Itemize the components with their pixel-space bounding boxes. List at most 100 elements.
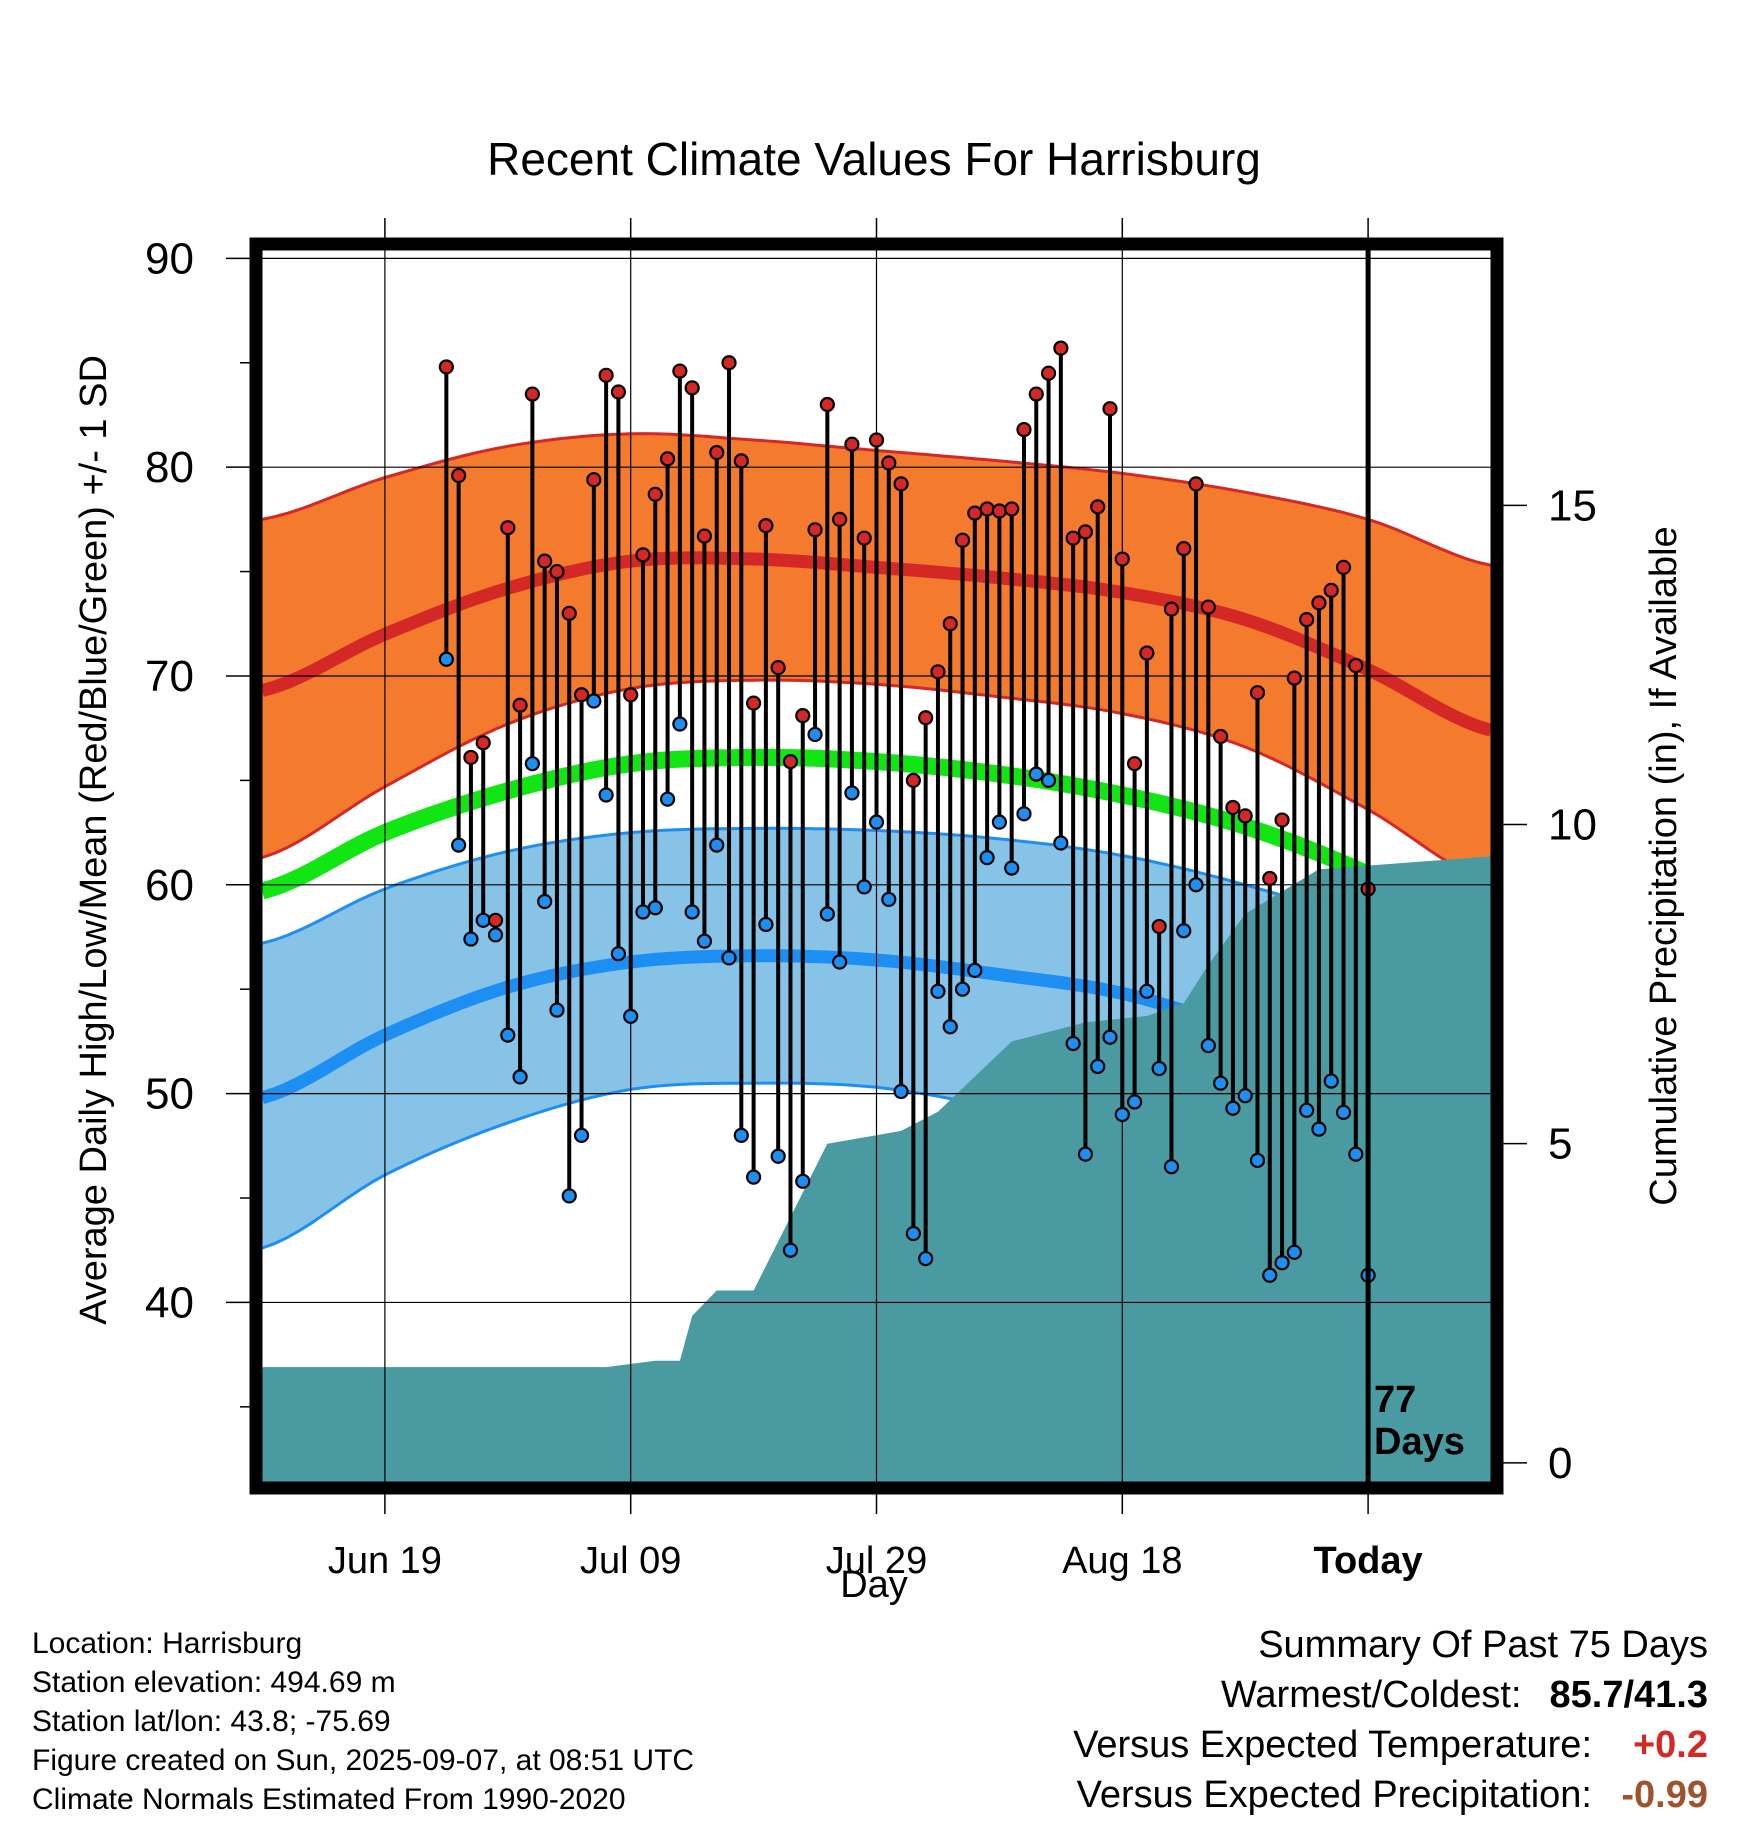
daily-low-point (881, 891, 897, 908)
daily-high-point (918, 710, 934, 726)
daily-low-point (1335, 1104, 1352, 1121)
precip-anomaly-label: Versus Expected Precipitation: (1076, 1774, 1592, 1816)
daily-low-point (819, 906, 835, 922)
daily-high-point (1286, 670, 1302, 686)
daily-high-point (1163, 601, 1180, 617)
y-tick-label: 60 (145, 861, 194, 910)
daily-high-point (930, 664, 946, 680)
daily-high-point (782, 753, 799, 770)
warm-cold-value: 85.7/41.3 (1549, 1674, 1708, 1716)
daily-high-point (844, 436, 860, 452)
daily-low-point (844, 785, 860, 801)
daily-low-point (1262, 1267, 1278, 1283)
daily-low-point (1213, 1075, 1229, 1091)
daily-high-point (1213, 728, 1229, 745)
daily-low-point (1151, 1060, 1167, 1077)
y-tick-label: 90 (145, 234, 194, 283)
daily-high-point (856, 530, 872, 546)
daily-low-point (672, 716, 688, 732)
summary-title: Summary Of Past 75 Days (1258, 1624, 1708, 1666)
daily-low-point (1237, 1088, 1253, 1104)
daily-high-point (475, 735, 491, 751)
daily-high-point (893, 476, 909, 492)
elevation-text: Station elevation: 494.69 m (32, 1666, 396, 1699)
daily-low-point (512, 1069, 528, 1085)
daily-low-point (709, 837, 725, 853)
y-tick-label: 50 (145, 1070, 194, 1119)
daily-low-point (1016, 806, 1032, 822)
daily-low-point (451, 837, 467, 853)
daily-low-point (1065, 1035, 1081, 1052)
daily-low-point (991, 814, 1008, 830)
daily-high-point (635, 547, 651, 563)
climate-chart: Recent Climate Values For Harrisburg 77 … (73, 133, 1685, 1606)
daily-high-point (1004, 501, 1020, 517)
days-count-label: 77 (1374, 1379, 1416, 1421)
daily-high-point (549, 563, 565, 580)
daily-low-point (721, 950, 737, 966)
daily-high-point (610, 384, 627, 400)
daily-high-point (819, 396, 835, 413)
x-tick-label: Jul 09 (580, 1540, 681, 1582)
daily-high-point (1126, 756, 1143, 772)
daily-low-point (1323, 1073, 1339, 1089)
daily-high-point (1040, 365, 1057, 381)
temp-anomaly-value: +0.2 (1632, 1724, 1708, 1766)
daily-high-point (1299, 611, 1315, 628)
daily-low-point (598, 787, 614, 803)
daily-low-point (807, 726, 823, 743)
daily-low-point (623, 1008, 639, 1024)
daily-high-point (684, 380, 700, 396)
daily-low-point (1139, 983, 1155, 999)
daily-high-point (868, 432, 885, 448)
y2-axis-label: Cumulative Precipitation (in), If Availa… (1643, 526, 1685, 1205)
daily-high-point (598, 367, 614, 383)
daily-low-point (1040, 772, 1057, 788)
daily-high-point (623, 687, 639, 703)
daily-low-point (967, 962, 983, 979)
daily-low-point (832, 954, 848, 970)
daily-low-point (893, 1083, 909, 1100)
x-tick-label: Aug 18 (1062, 1540, 1182, 1582)
temp-anomaly-row: Versus Expected Temperature: +0.2 (1073, 1720, 1708, 1770)
daily-high-point (1200, 599, 1216, 615)
daily-low-point (1249, 1152, 1266, 1169)
y-axis-right: 0 5 10 15 (1503, 481, 1597, 1488)
daily-low-point (782, 1242, 799, 1258)
daily-high-point (1176, 541, 1192, 557)
daily-low-point (610, 946, 627, 962)
daily-low-point (1188, 877, 1204, 893)
daily-low-point (524, 756, 540, 772)
y2-tick-label: 0 (1548, 1439, 1572, 1488)
created-text: Figure created on Sun, 2025-09-07, at 08… (32, 1744, 695, 1777)
location-text: Location: Harrisburg (32, 1627, 303, 1660)
daily-low-point (733, 1127, 749, 1143)
daily-low-point (954, 981, 971, 997)
daily-low-point (1200, 1037, 1216, 1054)
summary-panel: Summary Of Past 75 Days Warmest/Coldest:… (1073, 1620, 1708, 1820)
y-tick-label: 40 (145, 1278, 194, 1327)
daily-high-point (881, 455, 897, 471)
daily-high-point (733, 453, 749, 469)
daily-high-point (659, 451, 676, 467)
daily-high-point (991, 503, 1008, 519)
daily-high-point (647, 486, 663, 502)
chart-title: Recent Climate Values For Harrisburg (487, 133, 1261, 185)
daily-low-point (1286, 1244, 1302, 1260)
daily-high-point (758, 518, 774, 534)
temp-anomaly-label: Versus Expected Temperature: (1073, 1724, 1592, 1766)
precip-anomaly-value: -0.99 (1621, 1774, 1708, 1816)
daily-high-point (832, 511, 848, 527)
x-tick-label: Jul 29 (826, 1540, 927, 1582)
daily-low-point (979, 850, 995, 866)
daily-low-point (905, 1225, 921, 1242)
daily-low-point (1102, 1029, 1118, 1045)
daily-high-point (954, 532, 971, 548)
daily-low-point (647, 900, 663, 916)
daily-high-point (1323, 582, 1339, 598)
station-info: Location: Harrisburg Station elevation: … (32, 1624, 694, 1819)
daily-low-point (1225, 1100, 1241, 1116)
daily-low-point (1090, 1058, 1106, 1075)
daily-high-point (696, 528, 713, 544)
daily-high-point (512, 697, 528, 713)
